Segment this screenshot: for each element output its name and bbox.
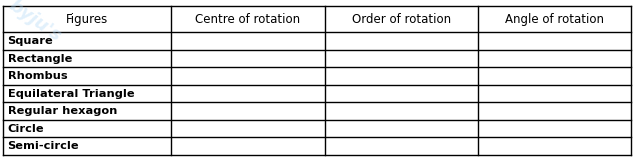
Text: Centre of rotation: Centre of rotation (195, 13, 301, 26)
Text: Order of rotation: Order of rotation (351, 13, 451, 26)
Text: Rhombus: Rhombus (8, 71, 67, 81)
Text: Regular hexagon: Regular hexagon (8, 106, 117, 116)
Text: Angle of rotation: Angle of rotation (505, 13, 604, 26)
Text: Figures: Figures (66, 13, 108, 26)
Text: Circle: Circle (8, 124, 44, 134)
Text: Semi-circle: Semi-circle (8, 141, 79, 151)
Text: Equilateral Triangle: Equilateral Triangle (8, 89, 134, 99)
Text: Square: Square (8, 36, 53, 46)
Text: Rectangle: Rectangle (8, 54, 72, 64)
Text: byju's: byju's (5, 0, 65, 45)
